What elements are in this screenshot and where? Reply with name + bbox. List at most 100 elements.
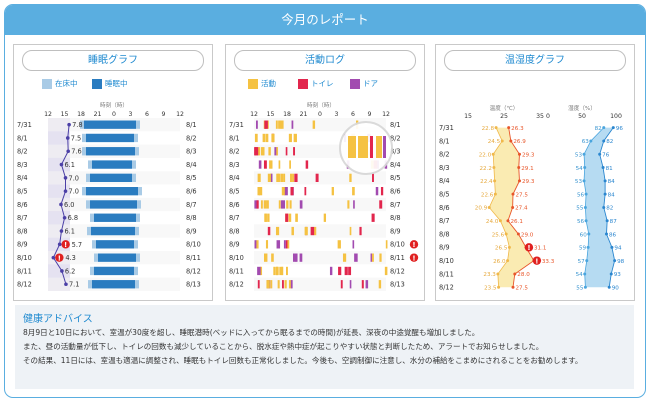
activity-event-mark [284, 187, 288, 196]
humidity-low-point [584, 192, 588, 196]
temphum-row-date: 8/10 [439, 257, 454, 265]
legend-in-bed: 在床中 [42, 78, 78, 89]
activity-event-mark [278, 160, 281, 169]
temperature-low-point [504, 232, 508, 236]
temphum-row-date: 8/9 [439, 244, 450, 252]
humidity-tick-label: 50 [578, 113, 586, 120]
temperature-high-point [517, 179, 521, 183]
activity-event-mark [273, 266, 276, 276]
activity-event-mark [354, 253, 358, 262]
humidity-low-value: 56 [577, 219, 585, 225]
humidity-high-value: 81 [606, 166, 614, 172]
temperature-tick-label: 35 [536, 113, 544, 120]
sleep-tick-label: 21 [94, 111, 102, 118]
humidity-high-value: 96 [616, 126, 624, 132]
sleep-row-next-date: 8/6 [186, 188, 197, 196]
sleep-latency-value: 6.1 [64, 161, 75, 169]
activity-event-mark [292, 253, 297, 262]
activity-event-mark [379, 253, 382, 262]
sleep-row-next-date: 8/9 [186, 227, 197, 235]
activity-event-mark [263, 160, 267, 169]
activity-log-panel: 活動ログ 活動 トイレ ドア 時刻（時） 12 15 18 21 0 3 6 9 12 7/31 8/… [225, 44, 425, 301]
temperature-high-value: 29.0 [521, 232, 534, 238]
temperature-alert-icon-glyph: ! [527, 244, 530, 252]
activity-event-mark [299, 200, 303, 209]
temperature-high-point [517, 152, 521, 156]
sleep-graph-panel: 睡眠グラフ 在床中 睡眠中 時刻（時） 12 15 18 21 0 3 6 9 12 7/31 8/1… [13, 44, 213, 301]
temperature-high-point [511, 285, 515, 289]
magnified-event-mark [358, 136, 368, 158]
activity-event-mark [283, 240, 286, 249]
asleep-bar [90, 173, 132, 182]
activity-event-mark [323, 213, 327, 222]
activity-row-band [254, 224, 386, 238]
activity-tick-label: 0 [318, 111, 322, 118]
activity-event-mark [371, 213, 375, 222]
sleep-latency-value: 6.1 [64, 227, 75, 235]
activity-event-mark [256, 240, 259, 249]
temperature-low-value: 22.2 [479, 166, 491, 172]
activity-tick-label: 21 [300, 111, 308, 118]
activity-row-next-date: 8/13 [390, 281, 405, 289]
activity-event-mark [277, 173, 280, 182]
asleep-bar [86, 147, 135, 156]
sleep-row-date: 8/12 [17, 281, 32, 289]
humidity-high-point [602, 139, 606, 143]
humidity-low-point [587, 232, 591, 236]
sleep-latency-value: 7.8 [72, 121, 83, 129]
sleep-row-next-date: 8/10 [186, 241, 201, 249]
asleep-bar [91, 226, 135, 236]
activity-event-mark [254, 240, 257, 249]
activity-event-mark [278, 200, 281, 209]
activity-event-mark [375, 187, 379, 196]
temphum-row-date: 8/8 [439, 230, 450, 238]
activity-event-mark [256, 147, 261, 156]
activity-event-mark [299, 253, 303, 262]
humidity-low-value: 53 [575, 152, 583, 158]
humidity-low-point [583, 166, 587, 170]
activity-tick-label: 6 [351, 111, 355, 118]
temperature-high-point [507, 126, 511, 130]
humidity-high-point [605, 219, 609, 223]
temperature-high-point [511, 192, 515, 196]
humidity-low-value: 55 [576, 206, 584, 212]
temperature-high-value: 26.3 [511, 126, 524, 132]
humidity-low-point [583, 285, 587, 289]
activity-row-next-date: 8/8 [390, 214, 401, 222]
sleep-row-next-date: 8/11 [186, 254, 201, 262]
sleep-row-date: 7/31 [17, 121, 32, 129]
sleep-tick-label: 0 [112, 111, 116, 118]
sleep-latency-point [57, 242, 62, 247]
activity-event-mark [365, 280, 369, 289]
sleep-time-unit-label: 時刻（時） [100, 101, 128, 109]
activity-tick-label: 3 [335, 111, 339, 118]
humidity-low-value: 60 [580, 232, 588, 238]
activity-event-mark [347, 200, 350, 209]
sleep-row-next-date: 8/3 [186, 148, 197, 156]
sleep-latency-point [59, 162, 64, 167]
activity-event-mark [259, 266, 263, 276]
sleep-latency-point [65, 136, 70, 140]
sleep-row-date: 8/5 [17, 188, 28, 196]
temperature-low-value: 23.3 [483, 272, 496, 278]
activity-event-mark [264, 120, 268, 129]
humidity-low-point [589, 139, 593, 143]
activity-event-mark [315, 173, 319, 182]
activity-event-mark [271, 253, 274, 262]
activity-row-date: 8/8 [229, 227, 240, 235]
sleep-row-date: 8/2 [17, 148, 28, 156]
activity-event-mark [271, 133, 275, 143]
sleep-row-next-date: 8/2 [186, 134, 197, 142]
temperature-low-point [496, 272, 500, 276]
humidity-high-value: 84 [608, 192, 616, 198]
sleep-latency-value: 7.5 [71, 134, 82, 142]
humidity-high-value: 93 [614, 272, 622, 278]
activity-event-mark [310, 226, 315, 236]
activity-row-band [254, 277, 386, 291]
health-advice-title: 健康アドバイス [23, 314, 93, 325]
temperature-humidity-chart: 温度（℃） 湿度（%） 15 25 35 0 50 100 7/31 8/1 8/2 8/3 8/4 8/… [439, 104, 625, 292]
sleep-row-date: 8/11 [17, 267, 32, 275]
legend-toilet: トイレ [298, 78, 334, 89]
sleep-latency-value: 6.0 [64, 201, 75, 209]
activity-row-next-date: 8/2 [390, 134, 401, 142]
